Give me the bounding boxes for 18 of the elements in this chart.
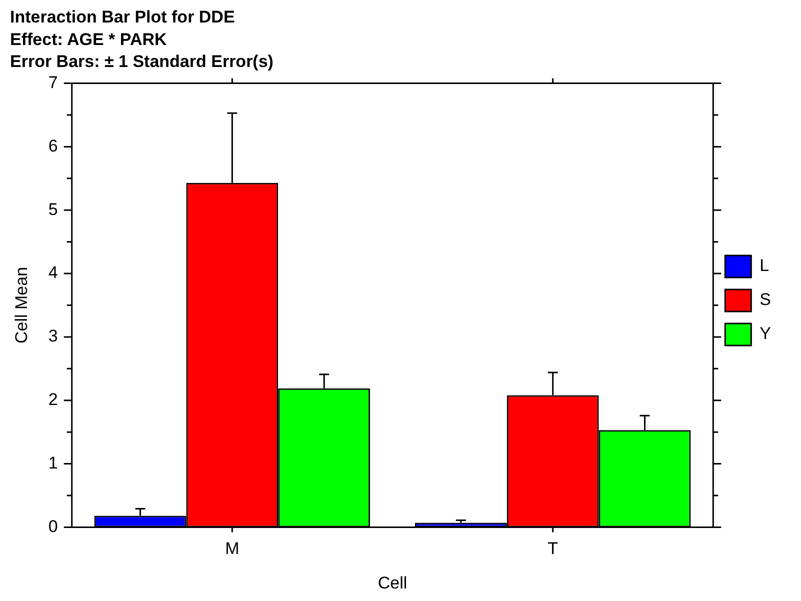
text: Interaction Bar Plot for DDE xyxy=(10,8,235,27)
y-tick-label: 0 xyxy=(48,516,58,536)
legend-label: L xyxy=(760,256,770,276)
y-tick-label: 5 xyxy=(48,200,58,219)
y-tick-label: 4 xyxy=(48,263,58,282)
text: Error Bars: ± 1 Standard Error(s) xyxy=(10,52,274,71)
legend-label: Y xyxy=(760,324,772,344)
legend-label: S xyxy=(760,290,772,310)
y-tick-label: 3 xyxy=(48,326,58,346)
y-tick-label: 6 xyxy=(48,136,58,156)
text: Effect: AGE * PARK xyxy=(10,30,167,49)
y-tick-label: 7 xyxy=(48,72,58,92)
y-tick-label: 2 xyxy=(48,390,58,410)
x-tick-label: T xyxy=(548,539,558,558)
y-tick-label: 1 xyxy=(48,453,58,472)
x-tick-label: M xyxy=(225,539,240,558)
x-axis-title: Cell xyxy=(378,573,408,592)
y-axis-title: Cell Mean xyxy=(12,266,31,344)
